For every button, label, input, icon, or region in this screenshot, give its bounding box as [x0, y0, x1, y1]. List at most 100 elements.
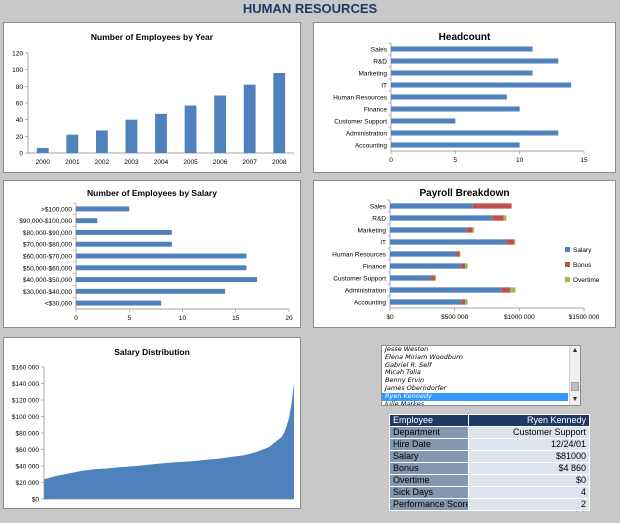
- x-tick-label: $0: [386, 314, 394, 321]
- employee-list-item[interactable]: Micah Tolia: [385, 369, 421, 377]
- detail-header-row: Employee Ryen Kennedy: [389, 414, 590, 427]
- y-tick-label: 100: [12, 67, 23, 74]
- y-tick-label: Finance: [364, 107, 388, 114]
- y-tick-label: 80: [16, 84, 24, 91]
- y-tick-label: $120 000: [12, 398, 39, 405]
- y-tick-label: $90,000-$100,000: [19, 218, 72, 225]
- employee-detail-table: Employee Ryen Kennedy Department Customer…: [389, 414, 590, 511]
- bar-segment-salary: [390, 227, 467, 233]
- x-tick-label: 2008: [272, 159, 287, 166]
- bar: [391, 58, 559, 64]
- y-tick-label: 120: [12, 51, 23, 58]
- y-tick-label: Marketing: [358, 71, 387, 78]
- bar: [273, 73, 286, 153]
- x-tick-label: 20: [285, 315, 293, 322]
- chart-title: Headcount: [439, 32, 491, 43]
- x-tick-label: 2007: [242, 159, 257, 166]
- employee-list-item[interactable]: Jesse Weston: [385, 346, 429, 353]
- bar-segment-bonus: [430, 275, 436, 281]
- bar: [76, 253, 247, 259]
- bar: [391, 142, 520, 148]
- detail-label: Overtime: [389, 474, 469, 487]
- legend-label: Salary: [573, 247, 592, 254]
- employee-list-item[interactable]: Gabriel R. Self: [385, 361, 432, 369]
- x-tick-label: 0: [74, 315, 78, 322]
- bar: [243, 84, 256, 153]
- bar-segment-overtime: [503, 215, 507, 221]
- bar: [391, 118, 456, 124]
- bar-segment-salary: [390, 239, 507, 245]
- employee-list-item[interactable]: Julie Markes: [385, 400, 425, 406]
- bar: [76, 241, 172, 247]
- x-tick-label: 0: [389, 157, 393, 164]
- bar: [391, 82, 572, 88]
- employee-list-item[interactable]: Elena Miriam Woodburn: [385, 353, 463, 361]
- y-tick-label: 20: [16, 134, 24, 141]
- scroll-up-icon[interactable]: ▲: [571, 347, 579, 354]
- detail-row: Performance Score 2: [389, 498, 590, 511]
- x-tick-label: 2003: [124, 159, 139, 166]
- bar-segment-bonus: [492, 215, 504, 221]
- y-tick-label: $40,000-$50,000: [23, 277, 73, 284]
- chart-title: Salary Distribution: [114, 347, 190, 357]
- bar-segment-salary: [390, 299, 462, 305]
- detail-row: Overtime $0: [389, 474, 590, 487]
- detail-row: Bonus $4 860: [389, 462, 590, 475]
- bar: [125, 119, 138, 153]
- detail-label: Bonus: [389, 462, 469, 475]
- detail-label: Department: [389, 426, 469, 439]
- bar-segment-overtime: [472, 227, 475, 233]
- x-tick-label: 2001: [65, 159, 80, 166]
- detail-value: 4: [468, 486, 590, 499]
- scroll-thumb[interactable]: [571, 382, 579, 391]
- chart-title: Number of Employees by Salary: [87, 188, 217, 198]
- detail-row: Salary $81000: [389, 450, 590, 463]
- area-series: [44, 383, 294, 499]
- y-tick-label: $80 000: [16, 431, 40, 438]
- x-tick-label: 2006: [213, 159, 228, 166]
- y-tick-label: $50,000-$60,000: [23, 265, 73, 272]
- employee-list-item[interactable]: Ryen Kennedy: [382, 392, 568, 401]
- legend-swatch: [565, 262, 570, 267]
- y-tick-label: Accounting: [355, 143, 388, 150]
- bar-segment-overtime: [465, 263, 468, 269]
- detail-label: Hire Date: [389, 438, 469, 451]
- detail-value: $4 860: [468, 462, 590, 475]
- bar-segment-salary: [390, 263, 462, 269]
- y-tick-label: $30,000-$40,000: [23, 289, 73, 296]
- bar-segment-bonus: [501, 287, 511, 293]
- bar-segment-salary: [390, 287, 502, 293]
- list-scrollbar[interactable]: ▲ ▼: [569, 346, 580, 405]
- detail-row: Hire Date 12/24/01: [389, 438, 590, 451]
- employee-list-item[interactable]: James Oberndorfer: [385, 384, 447, 392]
- scroll-down-icon[interactable]: ▼: [571, 396, 579, 403]
- y-tick-label: Marketing: [357, 228, 386, 235]
- employee-list-item[interactable]: Benny Ervin: [385, 377, 425, 385]
- detail-label: Salary: [389, 450, 469, 463]
- y-tick-label: R&D: [373, 59, 387, 66]
- x-tick-label: 15: [580, 157, 588, 164]
- legend-swatch: [565, 277, 570, 282]
- x-tick-label: $1500 000: [569, 314, 600, 321]
- detail-header-label: Employee: [389, 414, 469, 427]
- bar: [214, 95, 227, 153]
- bar: [76, 277, 258, 283]
- bar-segment-salary: [390, 203, 473, 209]
- bar: [391, 94, 507, 100]
- y-tick-label: $60 000: [16, 447, 40, 454]
- bar-segment-salary: [390, 215, 493, 221]
- detail-value: 12/24/01: [468, 438, 590, 451]
- bar: [76, 218, 98, 224]
- bar: [391, 106, 520, 112]
- bar-segment-bonus: [455, 251, 460, 257]
- chart-title: Payroll Breakdown: [419, 188, 509, 199]
- bar-segment-overtime: [510, 287, 516, 293]
- x-tick-label: 10: [179, 315, 187, 322]
- y-tick-label: Administration: [345, 288, 387, 295]
- x-tick-label: $500 000: [441, 314, 468, 321]
- employee-list[interactable]: Jesse Weston Elena Miriam Woodburn Gabriel…: [381, 345, 581, 406]
- x-tick-label: 2004: [154, 159, 169, 166]
- y-tick-label: Customer Support: [334, 119, 387, 126]
- y-tick-label: $80,000-$90,000: [23, 230, 73, 237]
- bar: [76, 206, 130, 212]
